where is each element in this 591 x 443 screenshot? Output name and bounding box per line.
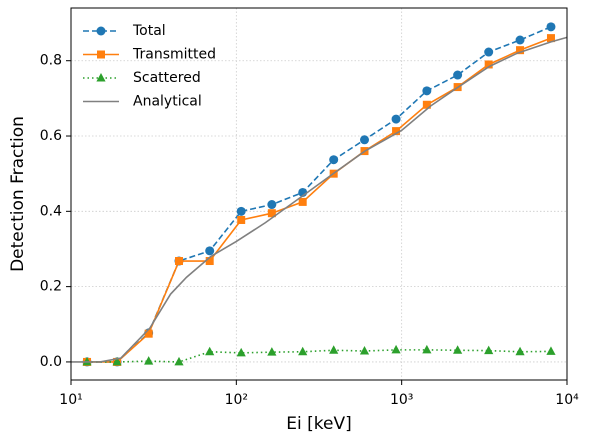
marker bbox=[144, 329, 153, 338]
marker bbox=[484, 47, 494, 57]
marker bbox=[391, 344, 401, 354]
marker bbox=[236, 206, 246, 216]
marker bbox=[174, 257, 183, 266]
marker bbox=[359, 346, 370, 355]
marker bbox=[112, 356, 122, 366]
marker bbox=[546, 22, 556, 32]
marker bbox=[298, 346, 308, 356]
x-tick-label: 10⁴ bbox=[555, 392, 579, 408]
y-tick-label: 0.0 bbox=[40, 354, 62, 370]
marker bbox=[422, 86, 432, 96]
marker bbox=[205, 257, 214, 266]
marker bbox=[144, 356, 154, 365]
marker bbox=[516, 46, 525, 55]
y-axis-label: Detection Fraction bbox=[8, 116, 28, 272]
marker bbox=[329, 155, 339, 165]
marker bbox=[391, 114, 401, 124]
marker bbox=[453, 70, 463, 80]
marker bbox=[96, 73, 106, 82]
marker bbox=[422, 344, 432, 354]
marker bbox=[298, 197, 307, 206]
marker bbox=[546, 34, 555, 43]
marker bbox=[546, 346, 556, 355]
marker bbox=[236, 347, 246, 357]
marker bbox=[515, 35, 525, 45]
marker bbox=[174, 356, 184, 366]
plot-frame bbox=[70, 7, 568, 381]
legend-label: Transmitted bbox=[132, 47, 216, 63]
x-tick-label: 10² bbox=[225, 392, 248, 408]
legend-label: Total bbox=[132, 23, 166, 39]
marker bbox=[267, 200, 277, 210]
y-tick-label: 0.8 bbox=[40, 53, 62, 69]
x-axis-label: Ei [keV] bbox=[286, 414, 351, 434]
series-line bbox=[71, 36, 568, 363]
marker bbox=[96, 26, 106, 36]
legend-label: Scattered bbox=[133, 70, 201, 86]
y-tick-label: 0.6 bbox=[40, 128, 62, 144]
marker bbox=[205, 246, 215, 256]
marker bbox=[237, 215, 246, 224]
marker bbox=[484, 60, 493, 69]
marker bbox=[360, 135, 370, 145]
marker bbox=[267, 347, 277, 356]
x-tick-label: 10³ bbox=[390, 392, 413, 408]
series-line bbox=[87, 37, 552, 363]
marker bbox=[329, 345, 339, 354]
legend-label: Analytical bbox=[133, 94, 202, 110]
marker bbox=[97, 50, 105, 59]
y-tick-label: 0.2 bbox=[40, 279, 62, 295]
marker bbox=[422, 100, 431, 109]
marker bbox=[267, 209, 276, 218]
marker bbox=[205, 346, 215, 356]
marker bbox=[484, 345, 494, 355]
series-line bbox=[87, 349, 551, 363]
x-tick-label: 10¹ bbox=[59, 392, 82, 408]
y-tick-label: 0.4 bbox=[40, 203, 62, 219]
marker bbox=[515, 346, 525, 356]
marker bbox=[392, 127, 401, 136]
marker bbox=[453, 345, 463, 354]
